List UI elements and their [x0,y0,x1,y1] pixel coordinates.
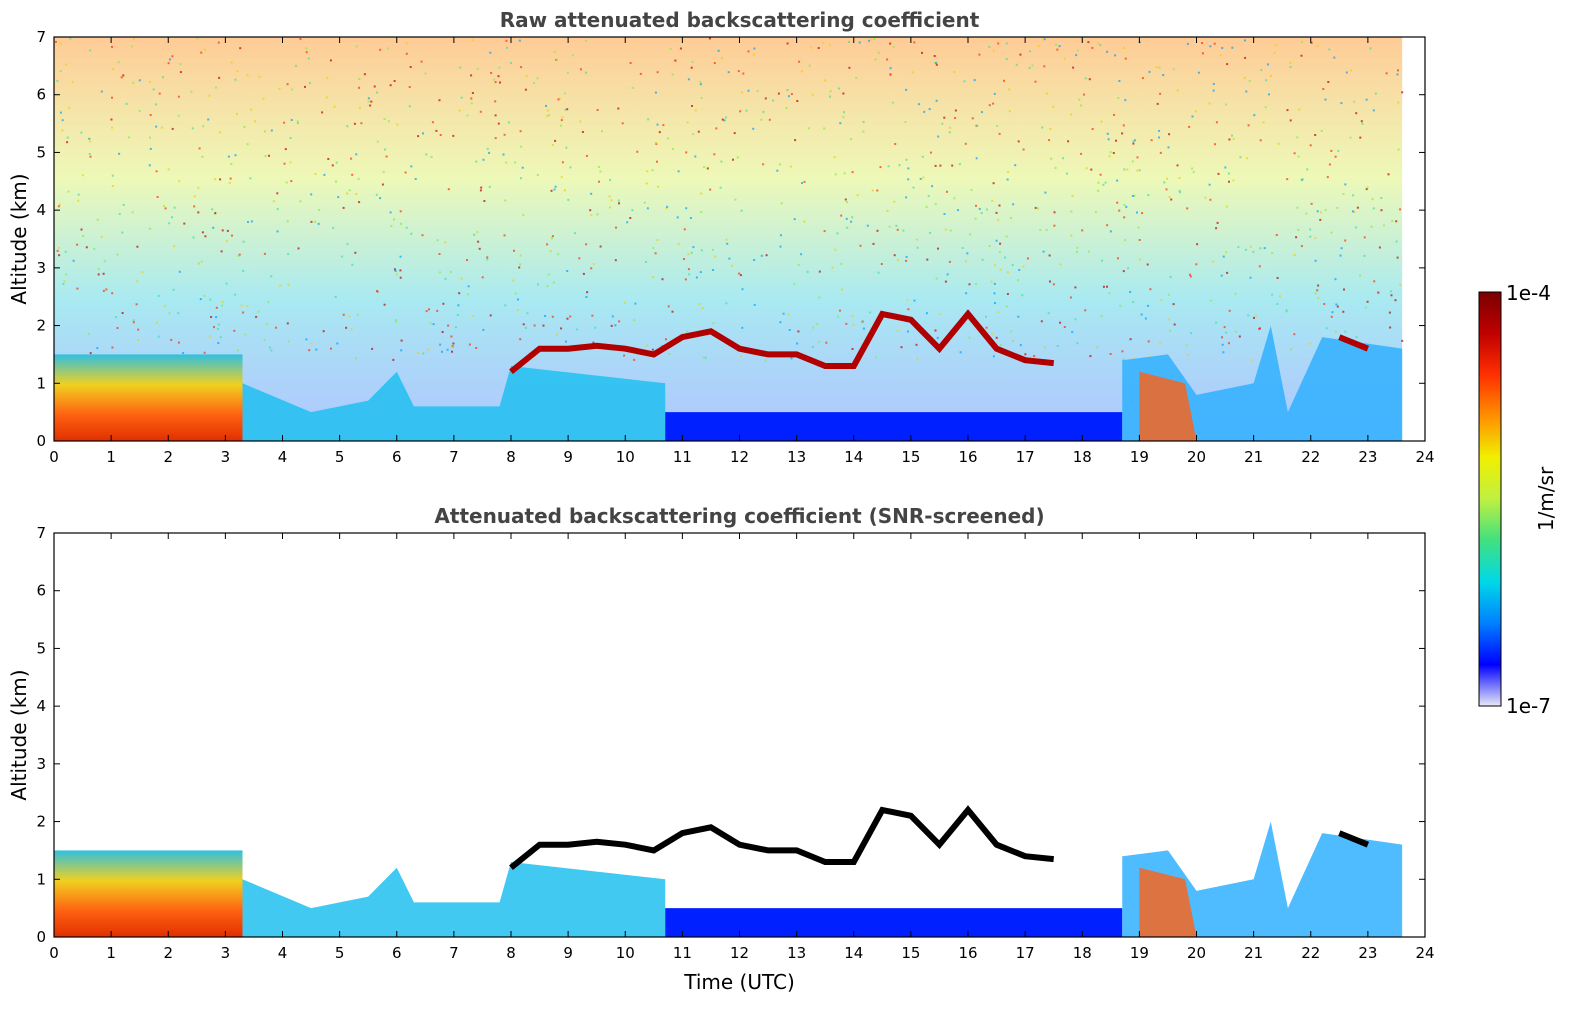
x-tick-label: 12 [730,944,749,962]
x-tick-label: 15 [901,944,920,962]
x-tick-label: 21 [1244,448,1263,466]
x-tick-label: 0 [49,944,59,962]
colorbar-label: 1/m/sr [1534,466,1558,531]
x-tick-label: 23 [1358,448,1377,466]
x-tick-label: 8 [506,944,516,962]
colorbar-max-label: 1e-4 [1506,281,1551,305]
y-axis-label: Altitude (km) [7,669,31,800]
x-tick-label: 24 [1415,448,1434,466]
x-tick-label: 9 [563,448,573,466]
x-tick-label: 14 [844,448,863,466]
y-tick-label: 6 [36,582,46,600]
y-tick-label: 0 [36,928,46,946]
raw-backscatter-heatmap [54,37,1404,441]
y-tick-label: 3 [36,259,46,277]
snr-screened-panel: Attenuated backscattering coefficient (S… [7,504,1435,994]
raw-backscatter-panel: Raw attenuated backscattering coefficien… [7,8,1435,466]
x-tick-label: 11 [673,448,692,466]
x-tick-label: 17 [1016,944,1035,962]
x-tick-label: 2 [163,448,173,466]
x-tick-label: 1 [106,944,116,962]
x-tick-label: 24 [1415,944,1434,962]
x-tick-label: 5 [335,448,345,466]
x-tick-label: 19 [1130,944,1149,962]
x-tick-label: 18 [1073,448,1092,466]
x-tick-label: 7 [449,944,459,962]
x-tick-label: 6 [392,944,402,962]
y-tick-label: 5 [36,143,46,161]
colorbar: 1e-4 1e-7 1/m/sr [1478,281,1558,718]
x-tick-label: 16 [958,944,977,962]
x-tick-label: 8 [506,448,516,466]
plot-frame [53,532,1426,938]
x-tick-label: 5 [335,944,345,962]
x-tick-label: 4 [278,448,288,466]
x-tick-label: 20 [1187,944,1206,962]
y-tick-label: 1 [36,374,46,392]
x-tick-label: 18 [1073,944,1092,962]
x-axis-label: Time (UTC) [683,970,795,994]
y-tick-label: 2 [36,813,46,831]
x-tick-label: 0 [49,448,59,466]
x-tick-label: 11 [673,944,692,962]
y-tick-label: 5 [36,639,46,657]
y-tick-label: 4 [36,697,46,715]
colorbar-gradient [1478,291,1502,707]
x-tick-label: 13 [787,448,806,466]
x-tick-label: 3 [221,448,231,466]
x-axis-ticks: 0 1 2 3 4 5 6 7 8 9 10 11 12 13 14 15 16 17 18 19 20 21 22 23 24 [49,37,1435,466]
y-axis-ticks: 0 1 2 3 4 5 6 7 [36,28,1425,450]
y-tick-label: 4 [36,201,46,219]
x-axis-ticks: 0 1 2 3 4 5 6 7 8 9 10 11 12 13 14 15 16 17 18 19 20 21 22 23 24 [49,533,1435,962]
x-tick-label: 6 [392,448,402,466]
x-tick-label: 22 [1301,944,1320,962]
y-tick-label: 7 [36,524,46,542]
y-tick-label: 3 [36,755,46,773]
panel-title: Raw attenuated backscattering coefficien… [500,8,980,32]
y-tick-label: 0 [36,432,46,450]
y-tick-label: 7 [36,28,46,46]
y-tick-label: 1 [36,870,46,888]
x-tick-label: 15 [901,448,920,466]
x-tick-label: 17 [1016,448,1035,466]
y-tick-label: 2 [36,317,46,335]
x-tick-label: 2 [163,944,173,962]
x-tick-label: 16 [958,448,977,466]
x-tick-label: 10 [616,944,635,962]
x-tick-label: 20 [1187,448,1206,466]
x-tick-label: 19 [1130,448,1149,466]
x-tick-label: 12 [730,448,749,466]
x-tick-label: 3 [221,944,231,962]
x-tick-label: 21 [1244,944,1263,962]
x-tick-label: 9 [563,944,573,962]
x-tick-label: 4 [278,944,288,962]
colorbar-min-label: 1e-7 [1506,694,1551,718]
snr-screened-heatmap [54,805,1403,937]
x-tick-label: 10 [616,448,635,466]
x-tick-label: 14 [844,944,863,962]
y-axis-ticks: 0 1 2 3 4 5 6 7 [36,524,1425,946]
x-tick-label: 23 [1358,944,1377,962]
x-tick-label: 13 [787,944,806,962]
x-tick-label: 22 [1301,448,1320,466]
x-tick-label: 7 [449,448,459,466]
panel-title: Attenuated backscattering coefficient (S… [434,504,1044,528]
y-axis-label: Altitude (km) [7,173,31,304]
y-tick-label: 6 [36,86,46,104]
x-tick-label: 1 [106,448,116,466]
